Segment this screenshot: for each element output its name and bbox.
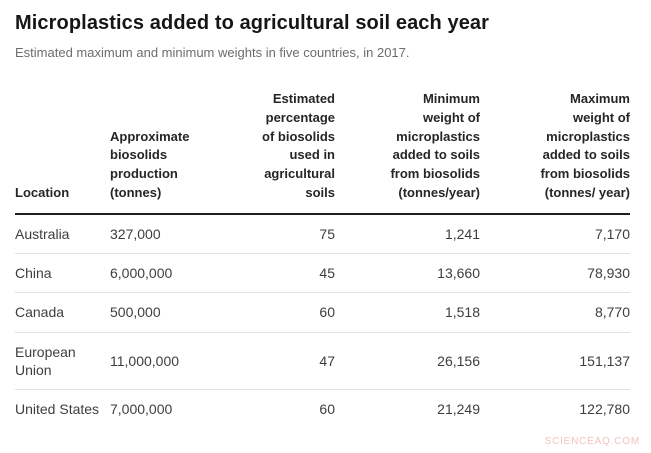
table-row: United States 7,000,000 60 21,249 122,780 — [15, 389, 630, 428]
column-header-percentage-used: Estimated percentage of biosolids used i… — [222, 89, 335, 215]
table-cell: Canada — [15, 292, 110, 333]
table-cell: 47 — [222, 332, 335, 390]
column-header-max-weight: Maximum weight of microplastics added to… — [480, 89, 630, 215]
data-table: Location Approximate biosolids productio… — [15, 89, 630, 428]
table-cell: China — [15, 253, 110, 294]
table-row: Australia 327,000 75 1,241 7,170 — [15, 213, 630, 255]
table-row: China 6,000,000 45 13,660 78,930 — [15, 253, 630, 294]
table-cell: 151,137 — [480, 332, 630, 390]
column-header-min-weight: Minimum weight of microplastics added to… — [335, 89, 480, 215]
table-header: Location Approximate biosolids productio… — [15, 89, 630, 215]
table-cell: 78,930 — [480, 253, 630, 294]
table-cell: 13,660 — [335, 253, 480, 294]
table-cell: 8,770 — [480, 292, 630, 333]
table-cell: European Union — [15, 332, 110, 390]
watermark: SCIENCEAQ.COM — [544, 436, 640, 447]
table-row: European Union 11,000,000 47 26,156 151,137 — [15, 332, 630, 390]
table-cell: 7,000,000 — [110, 400, 173, 417]
column-header-biosolids-production: Approximate biosolids production (tonnes… — [110, 89, 222, 215]
table-cell: 60 — [222, 292, 335, 333]
table-cell: 6,000,000 — [110, 253, 222, 294]
column-header-location: Location — [15, 89, 110, 215]
table-cell: 500,000 — [110, 292, 222, 333]
table-cell: 1,241 — [335, 213, 480, 255]
table-cell: 21,249 — [437, 400, 480, 417]
table-cell: 60 — [319, 400, 335, 417]
table-body: Australia 327,000 75 1,241 7,170 China 6,000,0… — [15, 213, 630, 428]
table-cell: 327,000 — [110, 213, 222, 255]
table-header-row: Location Approximate biosolids productio… — [15, 89, 630, 215]
page-container: Microplastics added to agricultural soil… — [15, 12, 630, 428]
table-cell: 1,518 — [335, 292, 480, 333]
table-cell: 7,170 — [480, 213, 630, 255]
table-cell: 75 — [222, 213, 335, 255]
page-subtitle: Estimated maximum and minimum weights in… — [15, 45, 410, 60]
table-cell: 122,780 — [579, 400, 630, 417]
page-title: Microplastics added to agricultural soil… — [15, 12, 490, 34]
table-cell: 45 — [222, 253, 335, 294]
table-cell: 11,000,000 — [110, 332, 222, 390]
table-cell: Australia — [15, 213, 110, 255]
table-row: Canada 500,000 60 1,518 8,770 — [15, 292, 630, 333]
table-cell: 26,156 — [335, 332, 480, 390]
table-cell: United States — [15, 400, 100, 417]
